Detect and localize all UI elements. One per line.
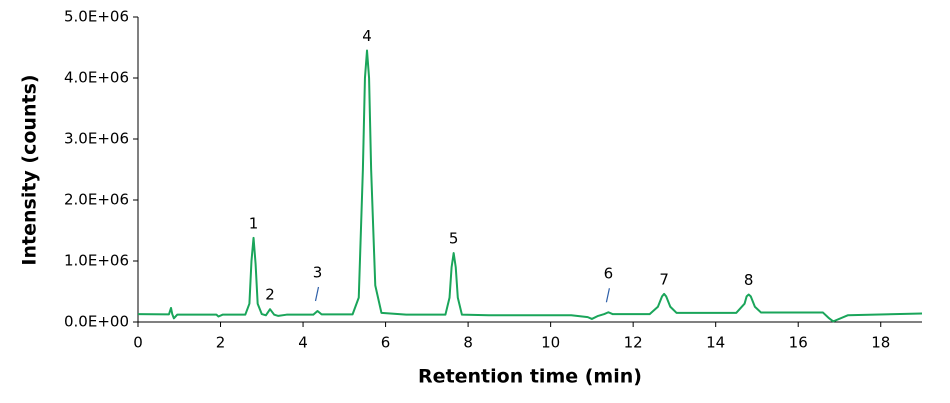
y-tick-label: 0.0E+00 xyxy=(64,313,129,331)
x-tick-label: 14 xyxy=(706,334,725,352)
peak-label: 1 xyxy=(249,214,259,232)
leader-line xyxy=(605,288,610,303)
y-tick-label: 3.0E+06 xyxy=(64,130,129,148)
peak-label: 5 xyxy=(449,230,459,248)
y-tick-label: 2.0E+06 xyxy=(64,191,129,209)
x-tick-label: 10 xyxy=(541,334,560,352)
x-tick-label: 8 xyxy=(463,334,473,352)
data-line xyxy=(137,49,923,323)
x-tick-label: 2 xyxy=(216,334,226,352)
x-axis-title: Retention time (min) xyxy=(418,366,642,388)
x-tick-label: 16 xyxy=(789,334,808,352)
x-tick-label: 18 xyxy=(871,334,890,352)
x-tick-label: 12 xyxy=(624,334,643,352)
x-tick-label: 4 xyxy=(298,334,308,352)
y-tick-label: 1.0E+06 xyxy=(64,252,129,270)
y-axis-title: Intensity (counts) xyxy=(19,74,41,265)
x-tick-label: 6 xyxy=(381,334,391,352)
y-tick-label: 5.0E+06 xyxy=(64,8,129,26)
x-tick-label: 0 xyxy=(133,334,143,352)
peak-label: 3 xyxy=(313,264,323,282)
peak-label: 6 xyxy=(604,265,614,283)
peak-label: 4 xyxy=(362,27,372,45)
leader-line xyxy=(314,286,320,302)
peak-label: 8 xyxy=(744,271,754,289)
peak-label: 2 xyxy=(265,286,275,304)
peak-label: 7 xyxy=(659,270,669,288)
y-tick-label: 4.0E+06 xyxy=(64,69,129,87)
